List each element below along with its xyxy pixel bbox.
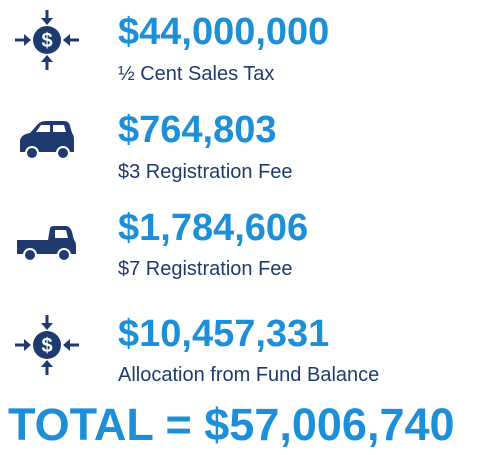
dollar-icon xyxy=(13,313,81,377)
amount: $44,000,000 xyxy=(118,11,329,53)
amount: $764,803 xyxy=(118,109,277,151)
dollar-icon xyxy=(13,8,81,72)
total: TOTAL = $57,006,740 xyxy=(8,399,455,450)
label: $3 Registration Fee xyxy=(118,161,293,183)
car-icon xyxy=(20,121,74,160)
truck-icon xyxy=(17,226,76,262)
label: Allocation from Fund Balance xyxy=(118,364,379,386)
amount: $1,784,606 xyxy=(118,207,308,249)
label: ½ Cent Sales Tax xyxy=(118,63,274,85)
label: $7 Registration Fee xyxy=(118,258,293,280)
amount: $10,457,331 xyxy=(118,313,329,355)
